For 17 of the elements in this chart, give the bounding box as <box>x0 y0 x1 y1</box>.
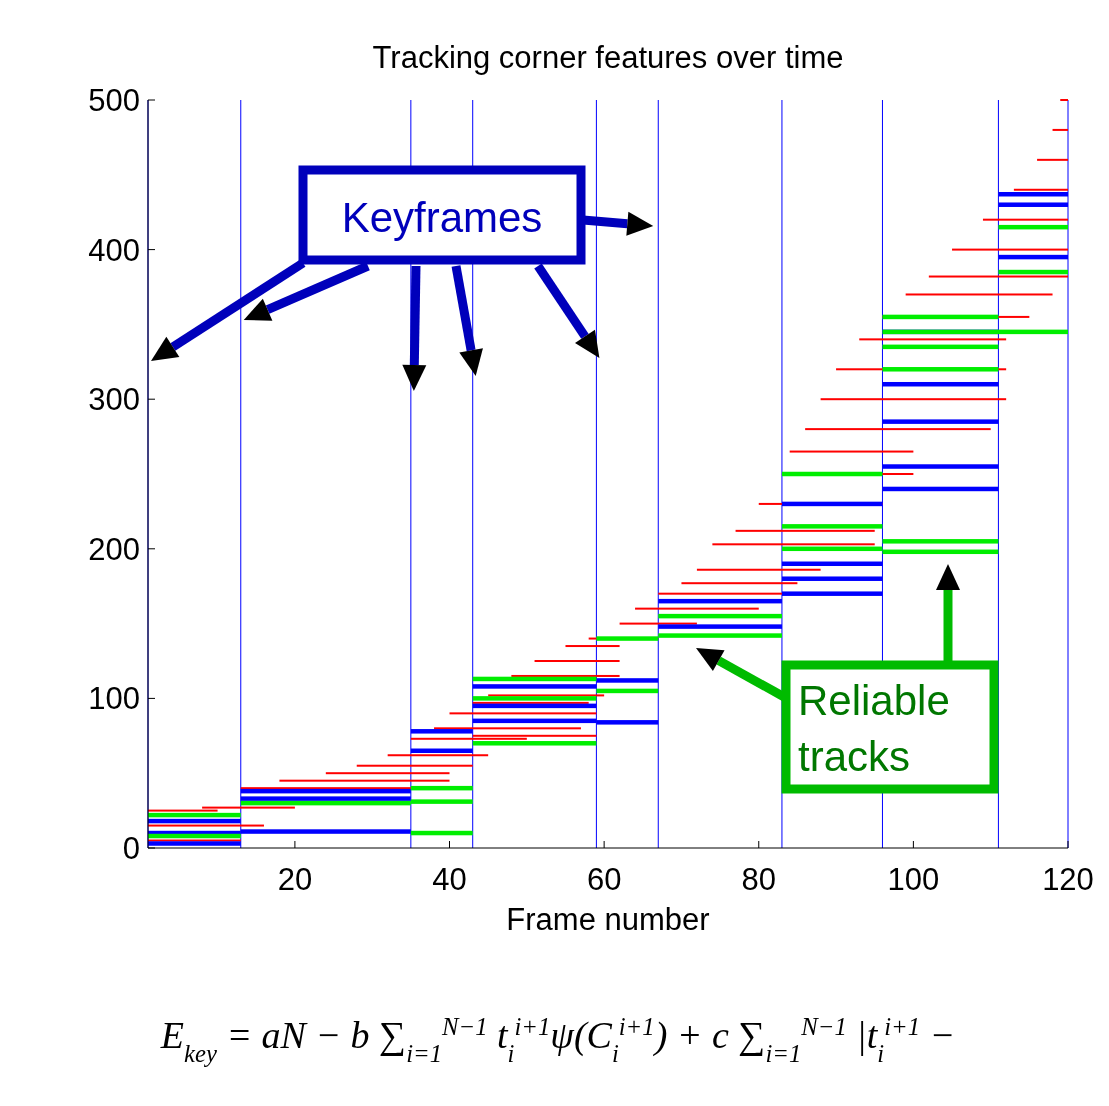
x-axis-title: Frame number <box>506 902 710 937</box>
y-tick-label: 500 <box>88 83 140 118</box>
x-tick-label: 20 <box>277 862 313 897</box>
x-tick-label: 40 <box>432 862 467 897</box>
y-tick-label: 200 <box>88 531 140 567</box>
y-tick-label: 300 <box>88 382 140 418</box>
y-tick-label: 100 <box>88 681 140 717</box>
annotation: Reliable tracks <box>798 677 950 780</box>
y-tick-label: 400 <box>88 232 140 268</box>
x-tick-label: 120 <box>1042 862 1094 897</box>
x-tick-label: 100 <box>887 862 940 897</box>
text: E$_{key}$ = aN − b ∑$_{i=1}$$^{N−1}$ t$_{i}$$^{i+1}$ψ(C$_{i}$$^{i+1}$) + c ∑$_{i=1}$$^{N−1}$ |t$_{i}$$^{i+1}$ − <box>160 1012 956 1067</box>
x-tick-label: 60 <box>586 862 622 897</box>
x-tick-label: 80 <box>741 862 776 897</box>
y-tick-label: 0 <box>122 831 140 866</box>
chart-title: Tracking corner features over time <box>372 40 844 75</box>
annotation: Keyframes <box>341 194 543 241</box>
